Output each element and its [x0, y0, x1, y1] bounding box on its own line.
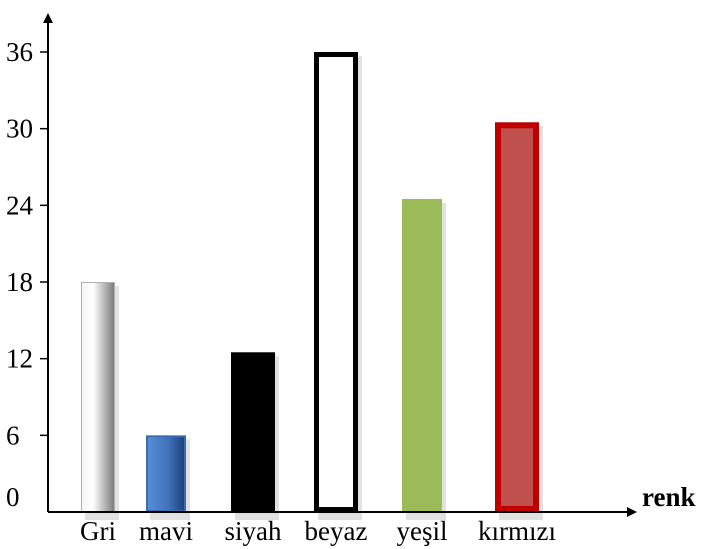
x-tick-label: siyah [225, 516, 282, 546]
x-tick-label: Gri [80, 516, 116, 546]
y-tick-label: 30 [6, 114, 33, 144]
y-ticks: 0 6 12 18 24 30 36 [6, 37, 48, 512]
x-axis-title: renk [642, 482, 696, 512]
bar-gri [81, 282, 115, 512]
x-tick-labels: Gri mavi siyah beyaz yeşil kırmızı [80, 516, 556, 546]
x-tick-label: kırmızı [478, 516, 556, 546]
bar-k-rm-z- [495, 122, 539, 513]
y-tick-label: 0 [6, 482, 20, 512]
bars-layer [81, 52, 543, 521]
y-tick-label: 36 [6, 37, 33, 67]
x-tick-label: beyaz [305, 516, 368, 546]
x-tick-label: mavi [139, 516, 193, 546]
bar-siyah [231, 352, 275, 512]
bar-mavi [146, 435, 186, 513]
bar-ye-il [402, 198, 442, 512]
y-tick-label: 24 [6, 190, 34, 220]
y-tick-label: 18 [6, 267, 33, 297]
bar-beyaz [314, 52, 358, 512]
y-tick-label: 6 [6, 420, 20, 450]
y-tick-label: 12 [6, 344, 33, 374]
x-tick-label: yeşil [397, 516, 448, 546]
